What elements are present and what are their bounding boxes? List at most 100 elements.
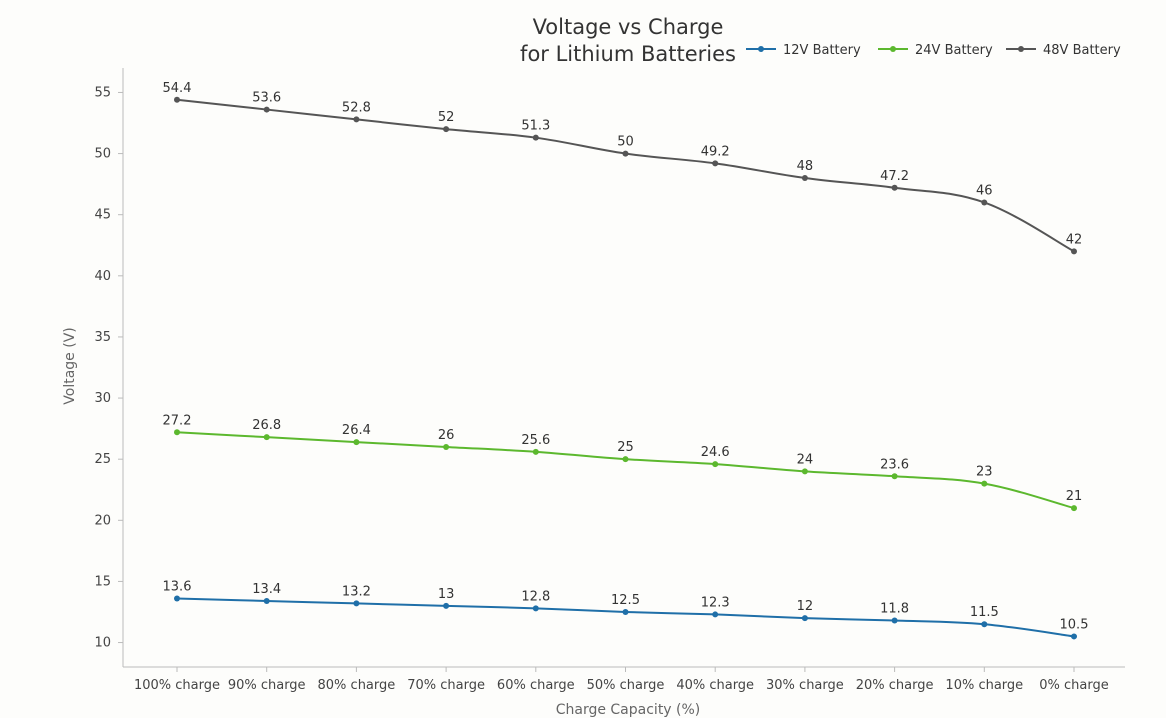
data-label: 24.6 [701, 445, 730, 460]
data-label: 13 [438, 587, 455, 602]
data-point [353, 116, 360, 123]
data-point [981, 199, 988, 206]
data-label: 24 [797, 452, 814, 467]
data-label: 46 [976, 183, 993, 198]
data-point [981, 480, 988, 487]
data-label: 42 [1066, 232, 1083, 247]
data-label: 23 [976, 465, 993, 480]
y-tick-label: 45 [94, 208, 111, 223]
legend-label: 48V Battery [1043, 43, 1121, 58]
y-tick-label: 55 [94, 85, 111, 100]
data-label: 27.2 [163, 413, 192, 428]
x-tick-label: 50% charge [587, 678, 665, 693]
data-point [443, 602, 450, 609]
legend-swatch-marker [890, 46, 896, 52]
data-label: 13.6 [163, 580, 192, 595]
data-label: 13.4 [252, 582, 281, 597]
data-label: 54.4 [163, 81, 192, 96]
data-label: 52.8 [342, 100, 371, 115]
data-point [263, 434, 270, 441]
data-label: 26 [438, 428, 455, 443]
data-label: 21 [1066, 489, 1083, 504]
y-tick-label: 20 [94, 513, 111, 528]
legend-label: 12V Battery [783, 43, 861, 58]
data-point [801, 468, 808, 475]
data-label: 12 [797, 599, 814, 614]
data-point [712, 611, 719, 618]
legend-swatch-marker [1018, 46, 1024, 52]
legend-swatch-marker [758, 46, 764, 52]
data-label: 52 [438, 110, 455, 125]
data-point [712, 461, 719, 468]
x-tick-label: 30% charge [766, 678, 844, 693]
data-point [622, 456, 629, 463]
legend: 12V Battery 24V Battery 48V Battery [746, 43, 1121, 58]
series-layer: 13.6 13.4 13.2 13 12.8 12.5 12.3 12 11.8 11.5 10.5… [163, 81, 1089, 640]
y-tick-label: 15 [94, 574, 111, 589]
data-label: 26.4 [342, 423, 371, 438]
data-point [263, 597, 270, 604]
data-label: 10.5 [1060, 617, 1089, 632]
data-label: 49.2 [701, 144, 730, 159]
data-point [712, 160, 719, 167]
data-point [532, 134, 539, 141]
data-point [353, 439, 360, 446]
data-label: 25 [617, 440, 634, 455]
data-point [891, 473, 898, 480]
y-axis-label: Voltage (V) [62, 327, 78, 404]
data-point [174, 429, 180, 436]
data-point [622, 150, 629, 157]
data-label: 12.8 [521, 589, 550, 604]
data-label: 25.6 [521, 433, 550, 448]
data-point [532, 605, 539, 612]
data-point [801, 615, 808, 622]
x-tick-label: 40% charge [676, 678, 754, 693]
data-point [1071, 505, 1077, 512]
x-tick-label: 100% charge [134, 678, 220, 693]
data-label: 51.3 [521, 119, 550, 134]
data-label: 11.8 [880, 602, 909, 617]
series-12v-battery: 13.6 13.4 13.2 13 12.8 12.5 12.3 12 11.8 11.5 10.5 [163, 580, 1089, 640]
data-label: 47.2 [880, 169, 909, 184]
y-tick-label: 40 [94, 269, 111, 284]
data-point [353, 600, 360, 607]
legend-label: 24V Battery [915, 43, 993, 58]
x-tick-label: 60% charge [497, 678, 575, 693]
series-24v-battery: 27.2 26.8 26.4 26 25.6 25 24.6 24 23.6 23 21 [163, 413, 1083, 512]
data-point [263, 106, 270, 113]
y-tick-label: 35 [94, 330, 111, 345]
data-label: 50 [617, 135, 634, 150]
data-label: 13.2 [342, 584, 371, 599]
chart-title-line-2: for Lithium Batteries [520, 42, 736, 66]
series-line [176, 98, 1075, 253]
y-tick-label: 30 [94, 391, 111, 406]
x-tick-label: 90% charge [228, 678, 306, 693]
chart-title-line-1: Voltage vs Charge [533, 15, 724, 39]
legend-item: 48V Battery [1006, 43, 1121, 58]
data-point [981, 621, 988, 628]
data-point [891, 184, 898, 191]
data-point [532, 448, 539, 455]
y-tick-label: 25 [94, 452, 111, 467]
x-tick-label: 10% charge [945, 678, 1023, 693]
y-tick-label: 50 [94, 147, 111, 162]
data-label: 11.5 [970, 605, 999, 620]
x-tick-label: 70% charge [407, 678, 485, 693]
data-point [622, 608, 629, 615]
data-label: 48 [797, 159, 814, 174]
data-label: 23.6 [880, 457, 909, 472]
y-axis-ticks: 10 15 20 25 30 35 40 45 50 55 [94, 85, 123, 651]
y-tick-label: 10 [94, 636, 111, 651]
data-point [174, 595, 180, 602]
series-48v-battery: 54.4 53.6 52.8 52 51.3 50 49.2 48 47.2 46 42 [163, 81, 1083, 255]
data-point [174, 96, 180, 103]
data-label: 12.5 [611, 593, 640, 608]
x-axis-ticks: 100% charge 90% charge 80% charge 70% charg… [134, 667, 1109, 693]
data-label: 53.6 [252, 91, 281, 106]
legend-item: 12V Battery [746, 43, 861, 58]
data-point [443, 126, 450, 133]
x-tick-label: 80% charge [318, 678, 396, 693]
data-point [801, 175, 808, 182]
data-point [443, 443, 450, 450]
